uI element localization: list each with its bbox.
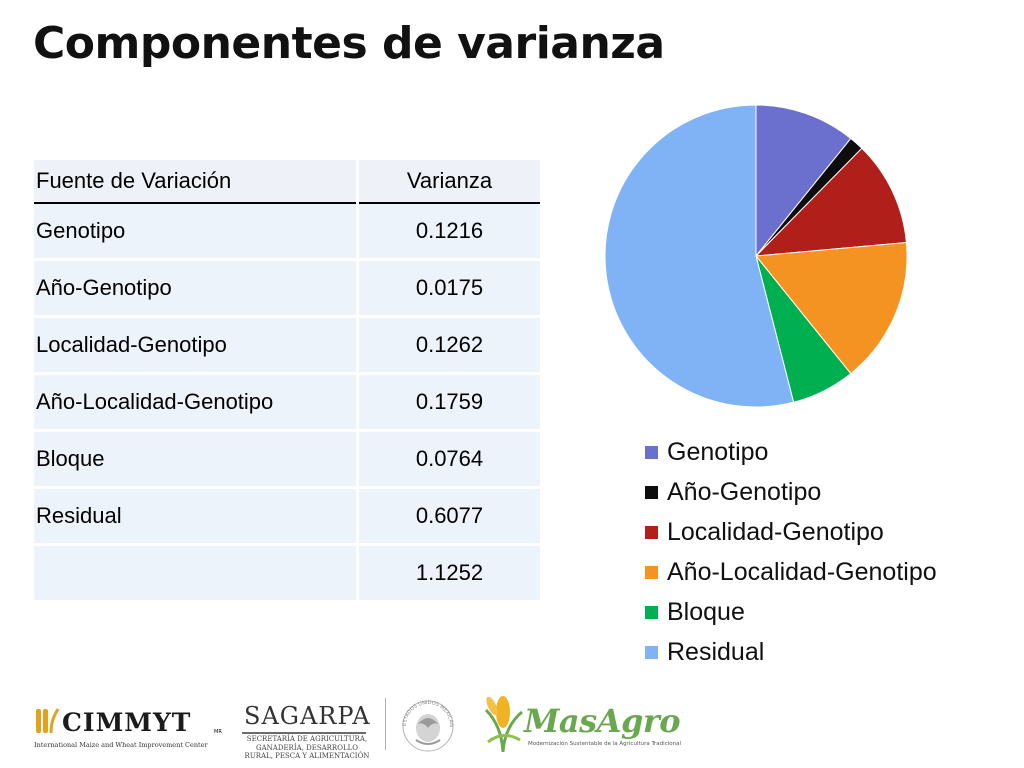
table-cell-total: 1.1252 xyxy=(357,544,540,603)
table-cell-variance: 0.0175 xyxy=(357,259,540,318)
pie-slice-residual xyxy=(604,104,795,408)
table-cell-source: Residual xyxy=(34,487,359,546)
legend-label: Genotipo xyxy=(667,437,769,466)
table-cell-variance: 0.6077 xyxy=(357,487,540,546)
table-cell-source: Año-Localidad-Genotipo xyxy=(34,373,359,432)
corn-plant-icon xyxy=(484,696,523,753)
legend-item: Bloque xyxy=(645,592,937,632)
sagarpa-logo: SAGARPA SECRETARÍA DE AGRICULTURA, GANAD… xyxy=(240,696,380,764)
sagarpa-name: SAGARPA xyxy=(244,702,371,730)
legend-label: Año-Localidad-Genotipo xyxy=(667,557,937,586)
table-cell-variance: 0.1216 xyxy=(357,203,540,261)
cimmyt-name: CIMMYT xyxy=(62,708,192,737)
seal-logo: ESTADOS UNIDOS MEXICANOS xyxy=(396,690,458,754)
masagro-tagline: Modernización Sustentable de la Agricult… xyxy=(528,741,681,747)
logo-divider xyxy=(385,698,386,750)
table-cell-variance: 0.0764 xyxy=(357,430,540,489)
sagarpa-divider xyxy=(242,732,366,734)
table-cell-source: Bloque xyxy=(34,430,359,489)
corn-wheat-icon xyxy=(36,708,60,734)
legend-item: Genotipo xyxy=(645,432,937,472)
cimmyt-logo: CIMMYT MR International Maize and Wheat … xyxy=(30,702,230,752)
table-cell-source: Año-Genotipo xyxy=(34,259,359,318)
legend-swatch xyxy=(645,605,658,619)
table-total-row: 1.1252 xyxy=(34,544,540,603)
masagro-logo: MasAgro Modernización Sustentable de la … xyxy=(478,690,688,756)
legend-swatch xyxy=(645,645,658,659)
table-cell-source xyxy=(34,544,359,603)
legend-label: Residual xyxy=(667,637,765,666)
legend-item: Año-Genotipo xyxy=(645,472,937,512)
table-header-variance: Varianza xyxy=(357,160,540,204)
logo-bar: CIMMYT MR International Maize and Wheat … xyxy=(30,690,710,764)
legend-item: Residual xyxy=(645,632,937,672)
table-header-row: Fuente de Variación Varianza xyxy=(34,160,540,204)
table-cell-source: Genotipo xyxy=(34,203,359,261)
variance-table: Fuente de Variación Varianza Genotipo 0.… xyxy=(34,160,540,603)
cimmyt-mark-label: MR xyxy=(214,729,222,735)
sagarpa-tagline: SECRETARÍA DE AGRICULTURA, GANADERÍA, DE… xyxy=(244,735,370,760)
legend-item: Localidad-Genotipo xyxy=(645,512,937,552)
legend-label: Localidad-Genotipo xyxy=(667,517,884,546)
table-row: Localidad-Genotipo 0.1262 xyxy=(34,316,540,375)
pie-chart xyxy=(604,104,908,408)
pie-slice-ano-localidad-genotipo xyxy=(755,241,908,375)
table-row: Año-Localidad-Genotipo 0.1759 xyxy=(34,373,540,432)
legend-swatch xyxy=(645,445,658,459)
legend-label: Bloque xyxy=(667,597,745,626)
legend-label: Año-Genotipo xyxy=(667,477,822,506)
legend-swatch xyxy=(645,525,658,539)
table-header-source: Fuente de Variación xyxy=(34,160,359,204)
mexican-eagle-seal-icon: ESTADOS UNIDOS MEXICANOS xyxy=(396,690,454,752)
legend-swatch xyxy=(645,485,658,499)
table-row: Año-Genotipo 0.0175 xyxy=(34,259,540,318)
chart-legend: Genotipo Año-Genotipo Localidad-Genotipo Añ… xyxy=(645,432,937,672)
cimmyt-tagline: International Maize and Wheat Improvemen… xyxy=(34,741,208,749)
pie-slice-localidad-genotipo xyxy=(754,147,907,257)
table-row: Residual 0.6077 xyxy=(34,487,540,546)
slide-title: Componentes de varianza xyxy=(33,18,665,69)
pie-slice-genotipo xyxy=(755,104,852,258)
table-row: Genotipo 0.1216 xyxy=(34,203,540,261)
table-row: Bloque 0.0764 xyxy=(34,430,540,489)
legend-item: Año-Localidad-Genotipo xyxy=(645,552,937,592)
table-cell-variance: 0.1262 xyxy=(357,316,540,375)
legend-swatch xyxy=(645,565,658,579)
table-cell-variance: 0.1759 xyxy=(357,373,540,432)
masagro-name: MasAgro xyxy=(524,702,681,740)
table-cell-source: Localidad-Genotipo xyxy=(34,316,359,375)
